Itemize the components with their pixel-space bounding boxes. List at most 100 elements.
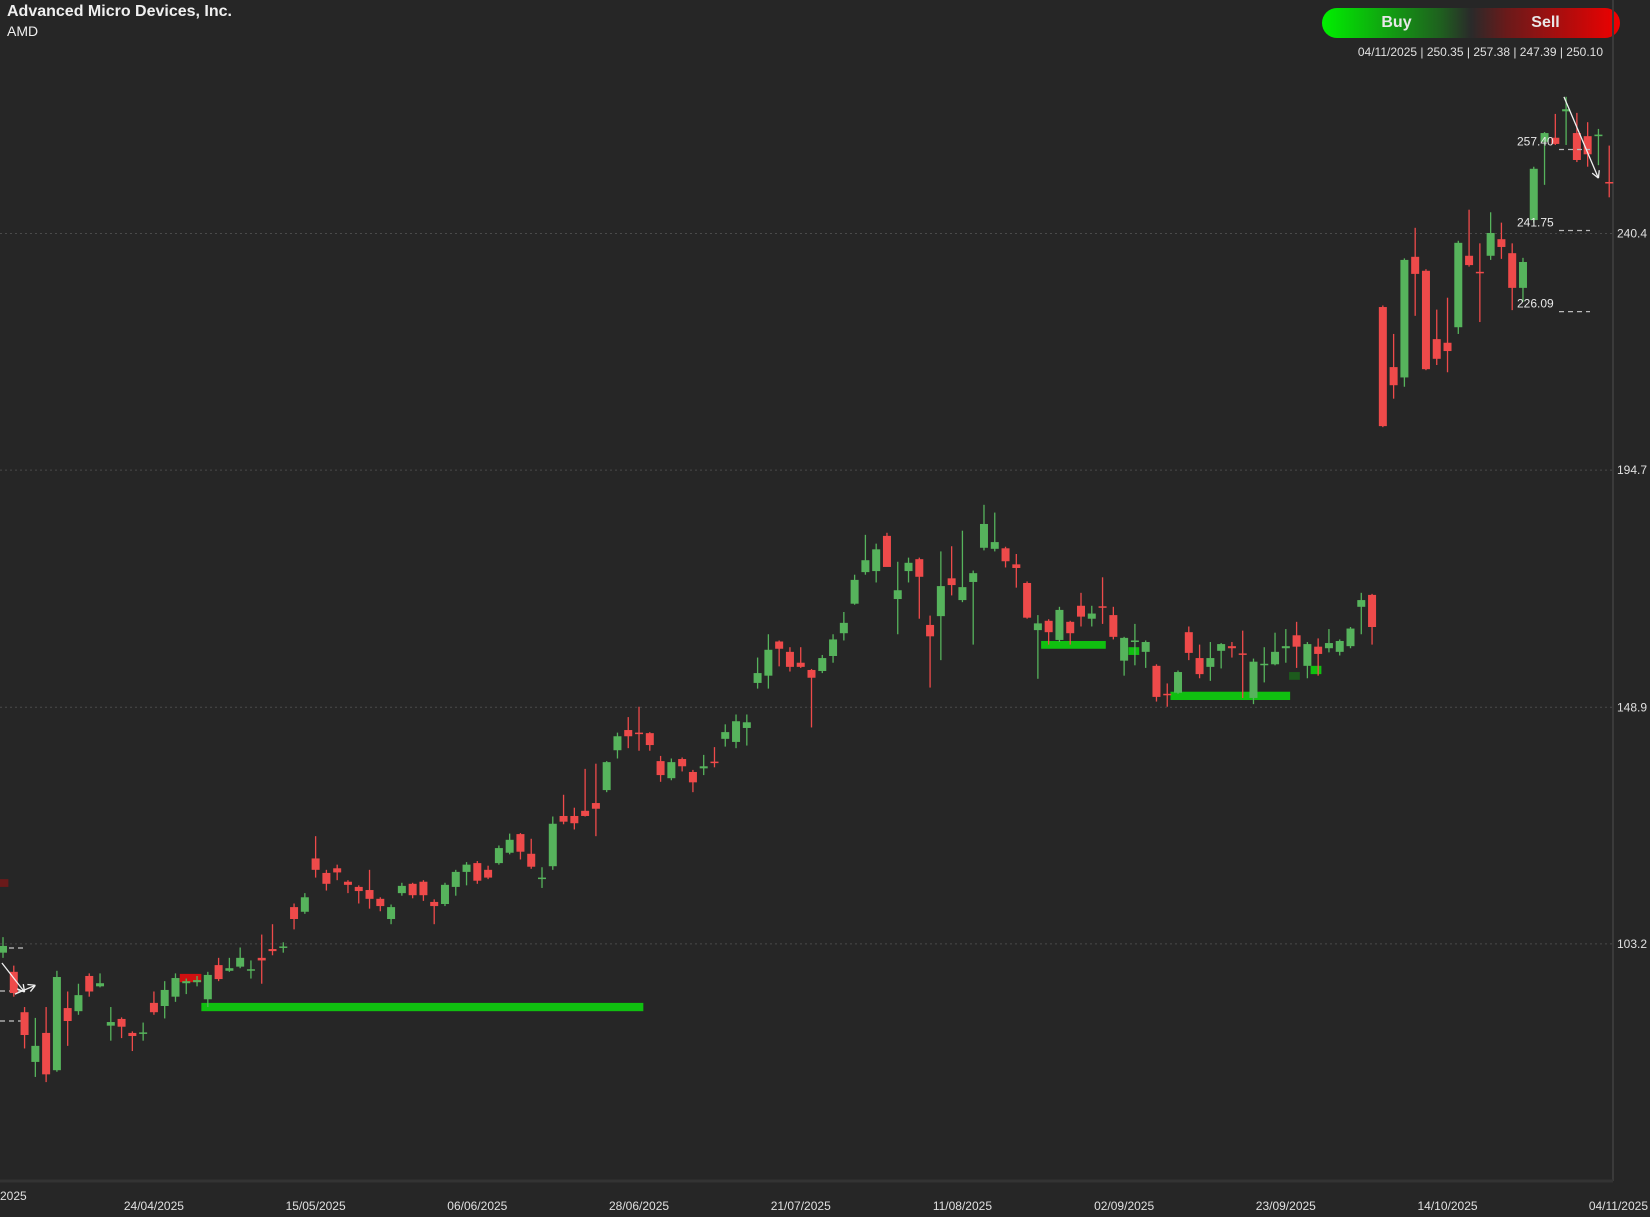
candle [581,768,590,817]
candle-body [300,897,309,912]
candle [742,714,751,746]
candle [785,647,794,672]
candle [1227,642,1236,658]
candle [1001,546,1010,568]
candle [1562,96,1571,145]
candle [775,640,784,667]
candle-body [52,977,61,1071]
candle-body [1389,367,1398,386]
candle [333,864,342,881]
candle [688,769,697,793]
candle-body [839,622,848,634]
candle-body [1001,548,1010,562]
candle [311,836,320,878]
candle [376,897,385,912]
x-tick-label: 04/11/2025 [1589,1199,1648,1213]
candle-body [462,864,471,872]
candle-body [624,730,633,737]
x-tick-label: 28/06/2025 [609,1199,669,1213]
candle [214,957,223,982]
candle [1357,592,1366,635]
candle [149,991,158,1015]
candle-body [904,562,913,572]
candle-body [1055,609,1064,640]
candle [635,706,644,751]
buy-button[interactable]: Buy [1381,14,1412,31]
candle [1184,626,1193,661]
candle-body [1357,600,1366,607]
candle-body [149,1002,158,1013]
candle [1529,166,1538,223]
candle [1572,112,1581,163]
candle-body [581,810,590,816]
candle [1195,644,1204,679]
candle-body [1238,653,1247,655]
candle-body [193,980,202,983]
candle-body [1454,242,1463,328]
candle-body [31,1045,40,1062]
price-level-label: 226.09 [1517,297,1554,311]
x-tick-label: 24/04/2025 [124,1199,184,1213]
candle [268,924,277,956]
arrow-head [27,983,36,986]
candle-body [926,624,935,637]
candle [1508,243,1517,311]
candle [591,763,600,837]
candle [947,546,956,596]
candle-body [236,957,245,967]
candle [656,755,665,782]
candle-body [936,586,945,617]
candle-body [1475,271,1484,274]
candle [322,869,331,891]
candle-body [279,946,288,948]
candle [926,615,935,688]
candle [1518,257,1527,302]
candle [484,865,493,880]
candle [1486,212,1495,260]
arrow-head [1591,172,1599,179]
candle [1012,553,1021,588]
candle-body [1303,644,1312,666]
candle [257,934,266,984]
candle-body [688,771,697,783]
candle [1583,122,1592,167]
y-tick-label: 194.7 [1617,463,1647,477]
candle [203,971,212,1008]
candle-body [311,858,320,870]
candle-body [1605,181,1614,184]
candle-body [9,971,18,994]
candle [9,965,18,997]
candle-body [505,839,514,853]
x-tick-label: 11/08/2025 [933,1199,992,1213]
candle-body [451,871,460,887]
candle-body [1411,256,1420,274]
candle [624,717,633,749]
sell-button[interactable]: Sell [1531,14,1560,31]
signal-zone [1041,640,1106,649]
candle-body [958,587,967,601]
candle [397,882,406,896]
candle-body [785,651,794,667]
candle-body [947,578,956,586]
candle [1206,642,1215,681]
candle [1152,664,1161,702]
candle [462,862,471,886]
candle [1497,222,1506,259]
candle [1109,606,1118,640]
candle-body [1314,646,1323,654]
candle-body [1465,255,1474,266]
candle-body [1109,615,1118,637]
candle-body [645,733,654,746]
candle-body [387,907,396,920]
candle [1378,305,1387,428]
candle-body [990,542,999,549]
candle-body [343,881,352,885]
candle [128,1031,137,1052]
candle [559,794,568,825]
candle [182,978,191,995]
candle-body [1551,137,1560,144]
arrow-shaft [1,962,26,993]
candle [1454,240,1463,334]
candle [225,957,234,972]
